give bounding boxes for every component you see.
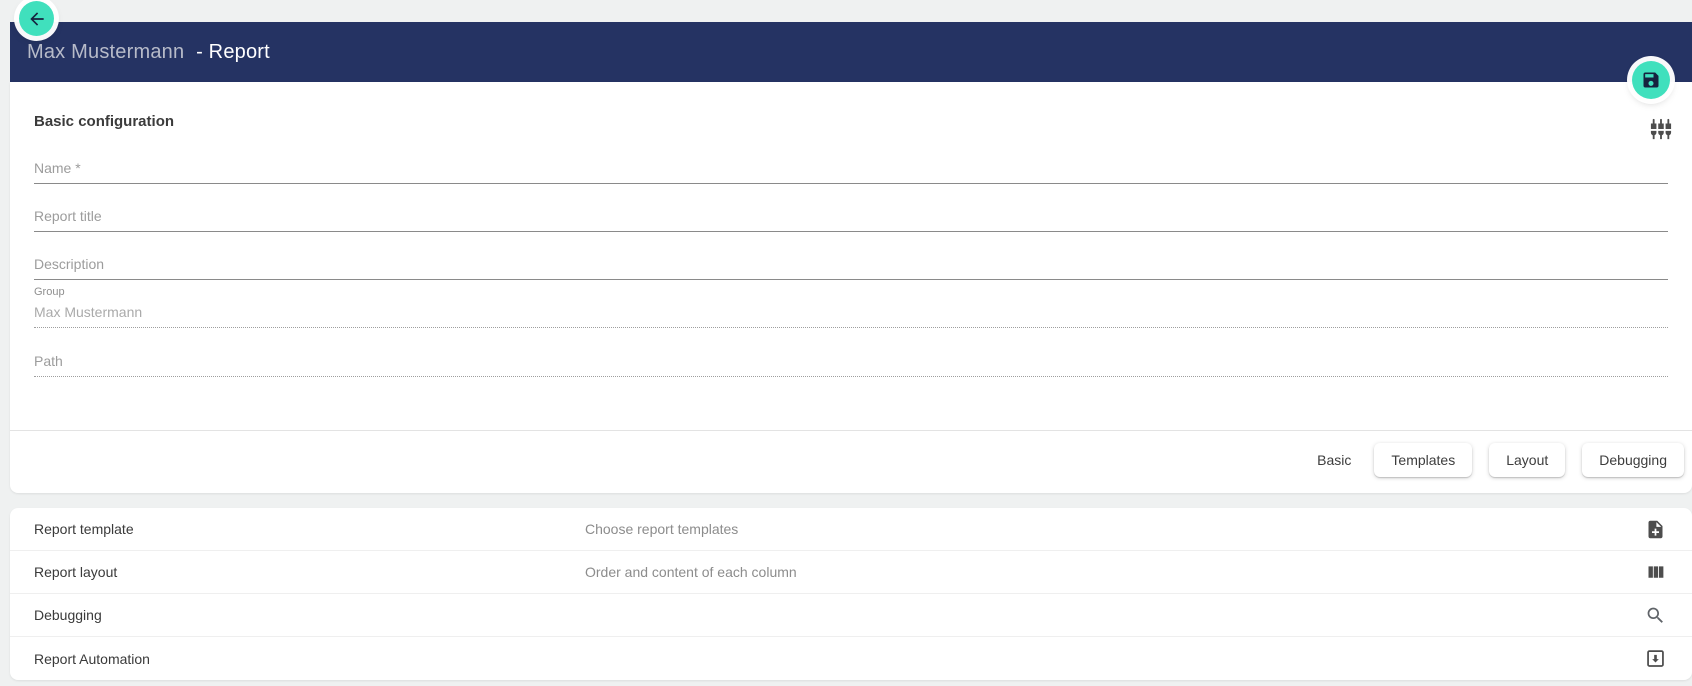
report-title-input[interactable]	[34, 204, 1668, 232]
search-icon	[1643, 603, 1667, 627]
tab-templates[interactable]: Templates	[1374, 443, 1473, 477]
app-header: Max Mustermann - Report	[10, 22, 1692, 82]
section-row-report-template[interactable]: Report template Choose report templates	[10, 508, 1692, 551]
header-page-title: - Report	[196, 40, 270, 63]
save-icon	[1641, 70, 1661, 90]
row-label: Debugging	[34, 607, 102, 623]
description-field	[34, 252, 1668, 280]
name-field	[34, 156, 1668, 184]
report-title-field	[34, 204, 1668, 232]
path-field	[34, 349, 1668, 377]
header-context-title: Max Mustermann	[27, 40, 185, 63]
name-input[interactable]	[34, 156, 1668, 184]
page-title: Max Mustermann - Report	[27, 41, 270, 64]
tab-debugging[interactable]: Debugging	[1582, 443, 1684, 477]
view-column-icon	[1643, 560, 1667, 584]
settings-input-component-icon	[1650, 118, 1672, 140]
group-label: Group	[34, 286, 65, 298]
basic-configuration-card: Basic configuration Group Basic Template…	[10, 82, 1692, 493]
back-button[interactable]	[19, 1, 54, 36]
row-description: Order and content of each column	[585, 564, 797, 580]
group-field: Group	[34, 286, 1668, 328]
note-add-icon	[1643, 517, 1667, 541]
divider	[10, 430, 1692, 431]
arrow-left-icon	[27, 9, 47, 29]
tab-layout[interactable]: Layout	[1489, 443, 1566, 477]
inbox-download-icon	[1643, 647, 1667, 671]
path-input	[34, 349, 1668, 377]
report-sections-card: Report template Choose report templates …	[10, 508, 1692, 680]
row-label: Report template	[34, 521, 134, 537]
tab-bar: Basic Templates Layout Debugging	[1311, 442, 1684, 478]
description-input[interactable]	[34, 252, 1668, 280]
section-row-debugging[interactable]: Debugging	[10, 594, 1692, 637]
row-label: Report layout	[34, 564, 118, 580]
section-heading: Basic configuration	[34, 113, 175, 130]
row-description: Choose report templates	[585, 521, 739, 537]
group-input	[34, 300, 1668, 328]
section-row-report-layout[interactable]: Report layout Order and content of each …	[10, 551, 1692, 594]
tab-basic[interactable]: Basic	[1311, 443, 1357, 477]
save-button[interactable]	[1632, 61, 1670, 99]
section-row-report-automation[interactable]: Report Automation	[10, 637, 1692, 680]
row-label: Report Automation	[34, 650, 150, 667]
